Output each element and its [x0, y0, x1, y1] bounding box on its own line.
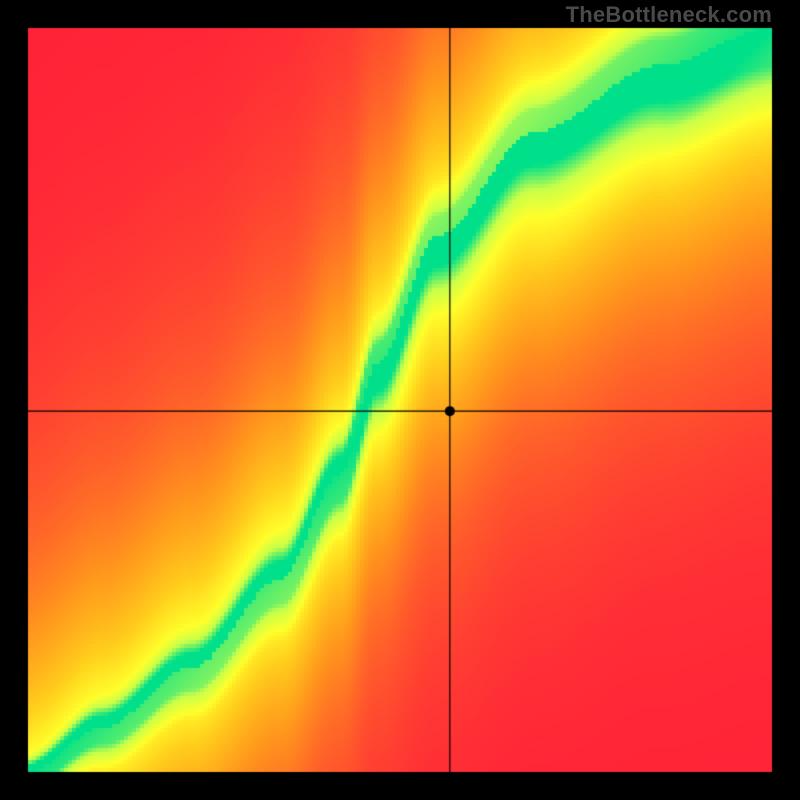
- watermark-label: TheBottleneck.com: [566, 2, 772, 28]
- heatmap-chart: [0, 0, 800, 800]
- chart-container: TheBottleneck.com: [0, 0, 800, 800]
